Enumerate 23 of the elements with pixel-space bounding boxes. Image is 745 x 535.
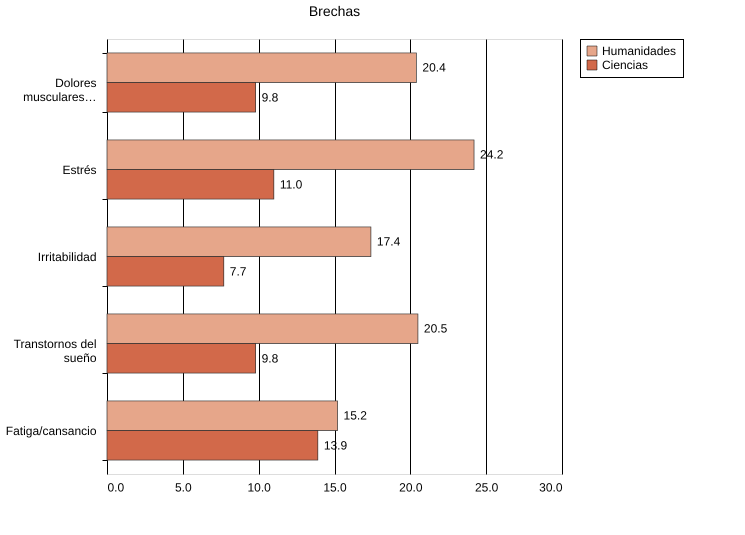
x-tick-label: 15.0 xyxy=(323,480,347,494)
x-tick-label: 5.0 xyxy=(174,480,192,494)
legend-label: Humanidades xyxy=(602,44,676,58)
y-tick-label: Estrés xyxy=(62,163,96,177)
y-tick-label: Irritabilidad xyxy=(38,250,96,264)
data-label: 9.8 xyxy=(262,351,279,366)
data-label: 20.5 xyxy=(424,322,448,336)
legend-label: Ciencias xyxy=(602,58,648,72)
x-tick-label: 0.0 xyxy=(108,480,125,494)
y-tick-label: Transtornos del sueño xyxy=(14,337,97,365)
chart-title: Brechas xyxy=(308,3,360,19)
data-label: 11.0 xyxy=(280,177,303,192)
x-tick-label: 25.0 xyxy=(474,480,499,494)
x-tick-label: 20.0 xyxy=(399,480,423,494)
data-label: 15.2 xyxy=(344,408,368,423)
y-tick-label: Fatiga/cansancio xyxy=(6,424,97,438)
data-label: 7.7 xyxy=(230,264,247,278)
data-label: 20.4 xyxy=(422,60,446,75)
data-label: 9.8 xyxy=(262,90,279,104)
x-tick-label: 30.0 xyxy=(539,480,563,494)
data-label: 17.4 xyxy=(376,234,401,249)
x-tick-label: 10.0 xyxy=(247,480,272,494)
y-tick-label: Dolores musculares… xyxy=(23,76,96,104)
